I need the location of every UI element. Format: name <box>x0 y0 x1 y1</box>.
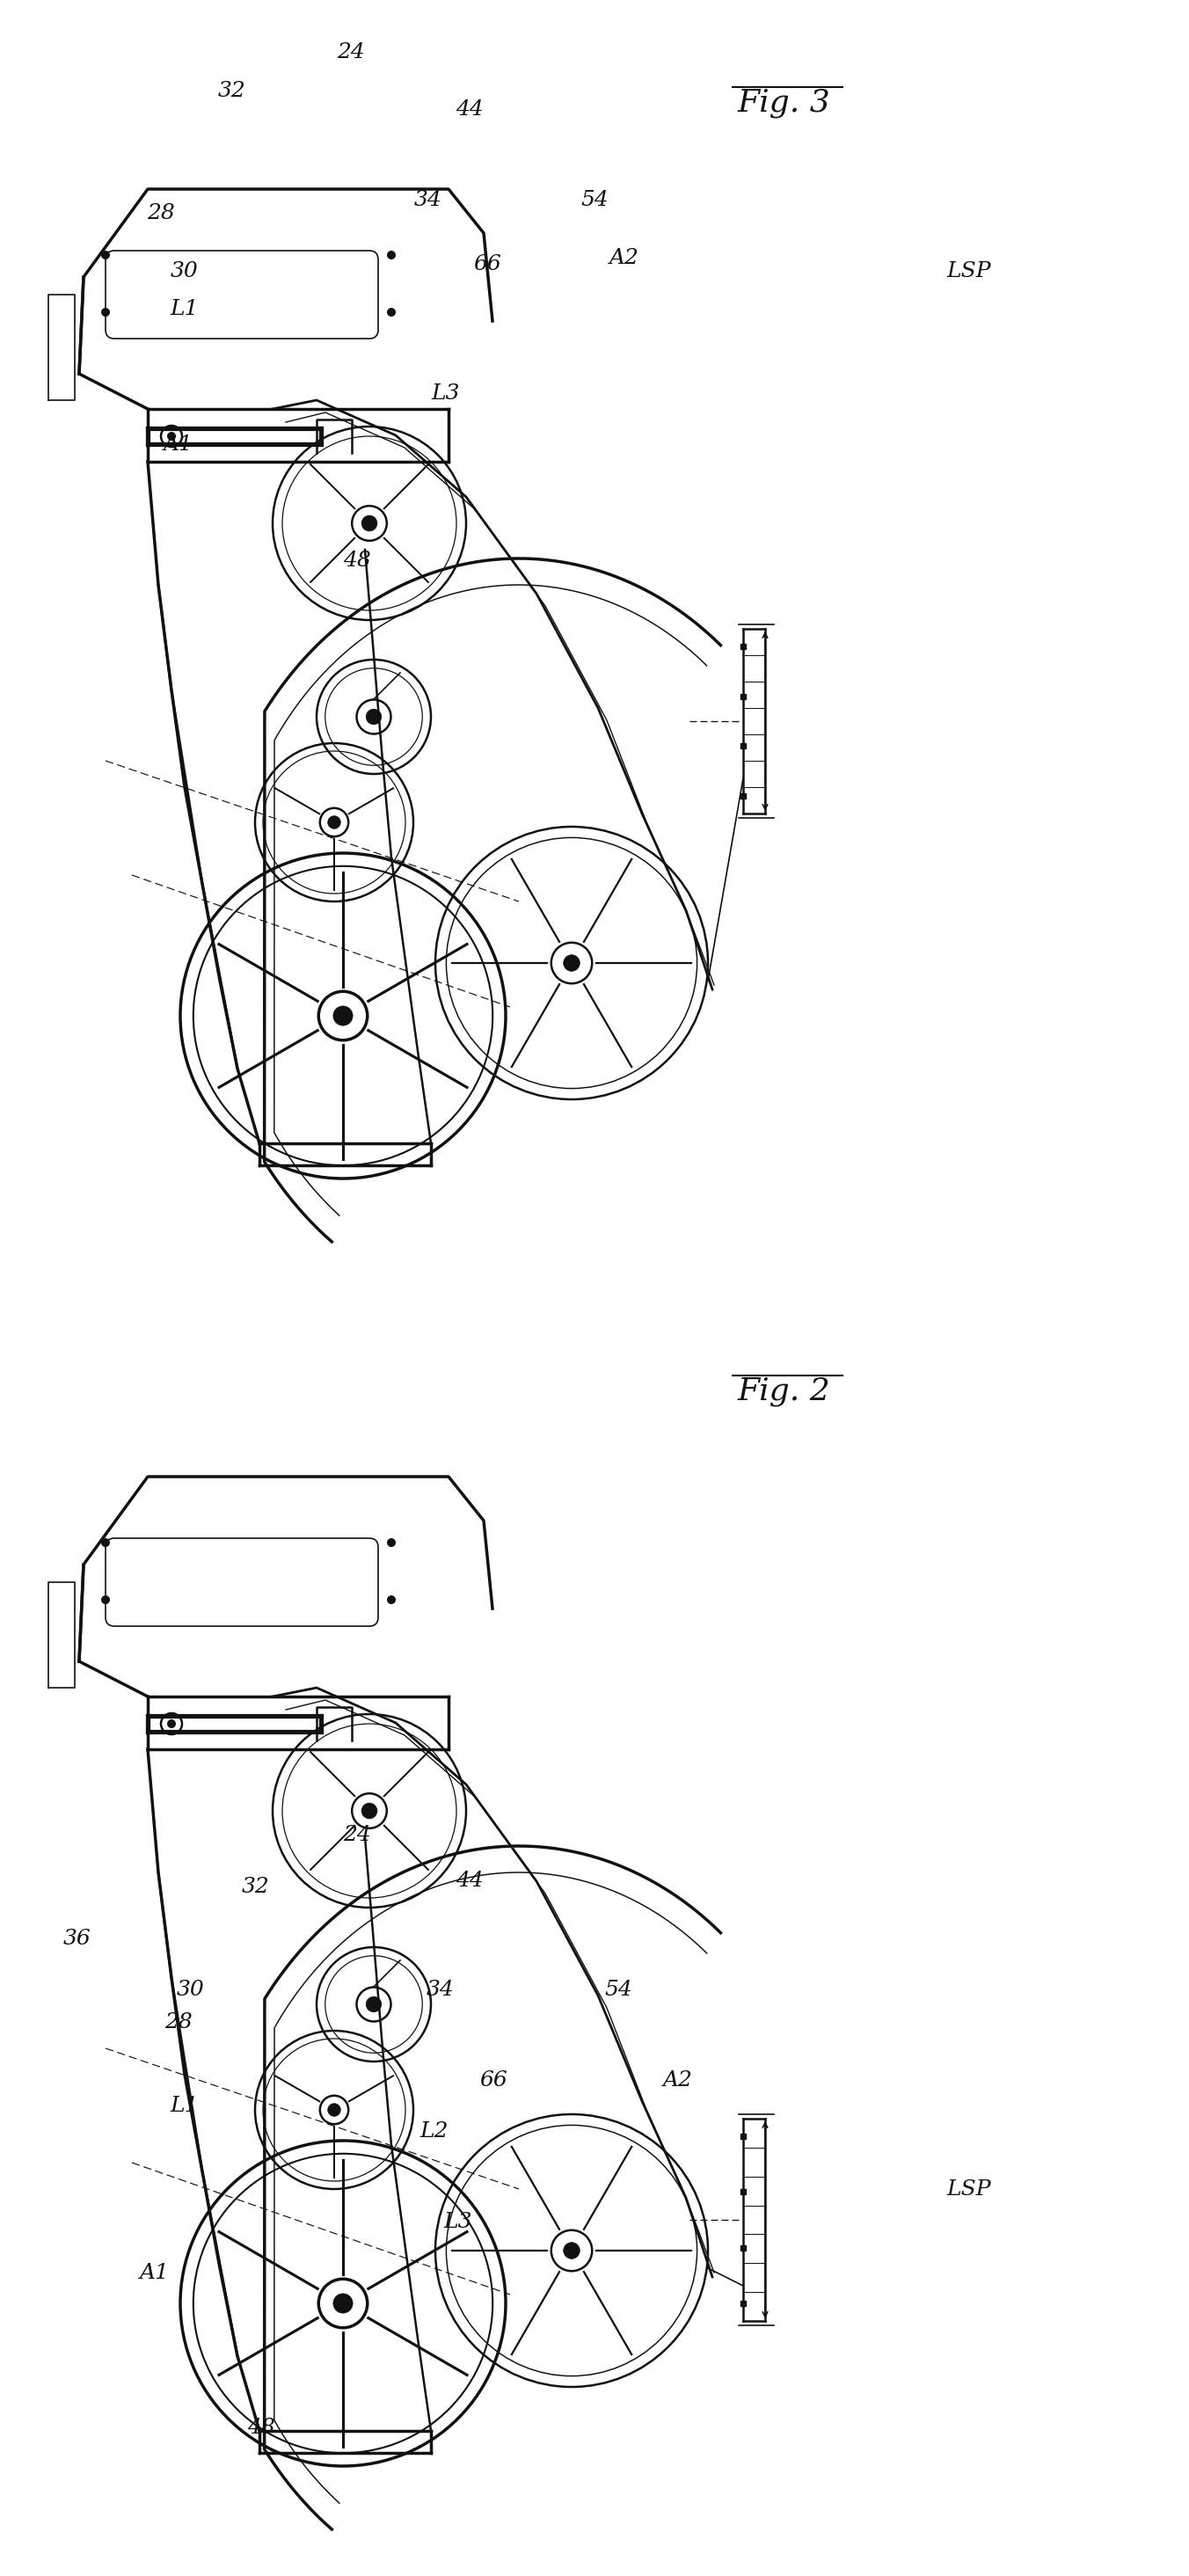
Text: 48: 48 <box>342 551 371 572</box>
Text: LSP: LSP <box>946 2179 992 2200</box>
Circle shape <box>168 433 176 440</box>
Text: Fig. 2: Fig. 2 <box>737 1376 830 1406</box>
Circle shape <box>333 2293 353 2313</box>
Circle shape <box>101 307 109 317</box>
Text: 34: 34 <box>414 191 442 211</box>
Text: 32: 32 <box>218 80 246 100</box>
Text: 54: 54 <box>580 191 609 211</box>
Circle shape <box>386 1595 396 1605</box>
Text: 24: 24 <box>336 41 365 62</box>
Text: LSP: LSP <box>946 260 992 281</box>
Text: L3: L3 <box>432 384 460 404</box>
Text: 28: 28 <box>164 2012 193 2032</box>
Text: 36: 36 <box>63 1929 92 1947</box>
Circle shape <box>101 1538 109 1548</box>
Circle shape <box>361 515 377 531</box>
Text: 30: 30 <box>176 1981 205 1999</box>
Text: 66: 66 <box>473 255 502 276</box>
Text: 54: 54 <box>604 1981 633 1999</box>
Text: 30: 30 <box>170 260 199 281</box>
Text: A2: A2 <box>662 2071 693 2089</box>
Circle shape <box>564 2244 580 2259</box>
Text: L2: L2 <box>420 2123 448 2141</box>
Text: 34: 34 <box>426 1981 454 1999</box>
Text: L3: L3 <box>443 2213 472 2231</box>
Text: A2: A2 <box>609 247 640 268</box>
Circle shape <box>564 956 580 971</box>
Circle shape <box>361 1803 377 1819</box>
Text: A1: A1 <box>139 2264 170 2282</box>
Circle shape <box>386 1538 396 1548</box>
Text: L1: L1 <box>170 299 199 319</box>
Text: 44: 44 <box>455 1870 484 1891</box>
Circle shape <box>366 1996 382 2012</box>
Circle shape <box>101 250 109 260</box>
Circle shape <box>333 1007 353 1025</box>
Circle shape <box>366 708 382 724</box>
Circle shape <box>328 2105 340 2117</box>
Text: A1: A1 <box>163 435 194 456</box>
Circle shape <box>386 307 396 317</box>
Circle shape <box>328 817 340 829</box>
Text: 66: 66 <box>479 2071 508 2089</box>
Text: 32: 32 <box>241 1878 270 1896</box>
Text: 44: 44 <box>455 100 484 121</box>
Circle shape <box>101 1595 109 1605</box>
Text: 48: 48 <box>247 2419 276 2437</box>
Text: Fig. 3: Fig. 3 <box>737 88 830 118</box>
Text: 24: 24 <box>342 1826 371 1844</box>
Circle shape <box>168 1718 176 1728</box>
Text: L1: L1 <box>170 2097 199 2115</box>
Circle shape <box>386 250 396 260</box>
Text: 28: 28 <box>146 204 175 224</box>
